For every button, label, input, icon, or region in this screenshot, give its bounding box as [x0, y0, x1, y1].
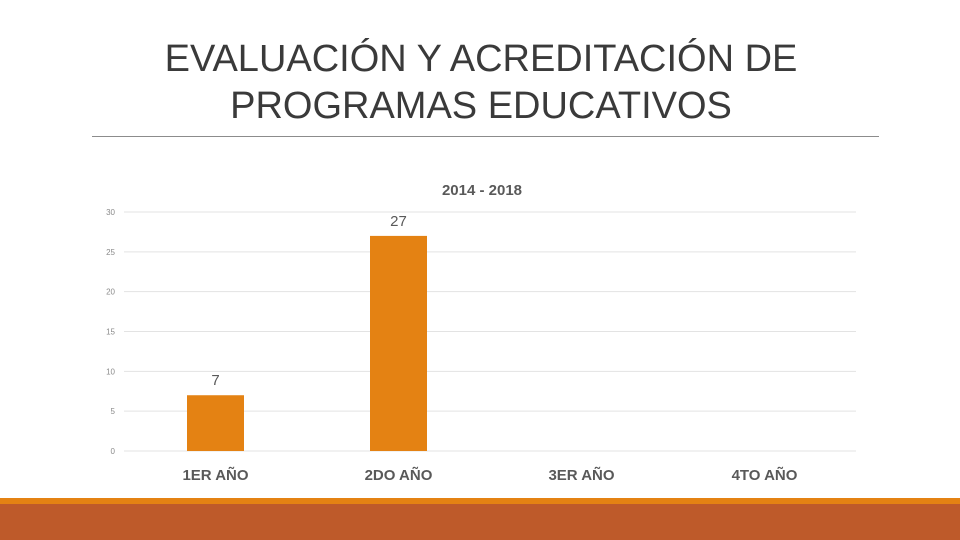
y-tick-label: 10 — [106, 367, 115, 376]
x-category-label: 3ER AÑO — [548, 466, 614, 484]
y-tick-label: 20 — [106, 288, 115, 297]
slide-title: EVALUACIÓN Y ACREDITACIÓN DE PROGRAMAS E… — [90, 36, 872, 130]
data-label: 7 — [211, 372, 219, 389]
x-category-label: 1ER AÑO — [182, 466, 248, 484]
bar-chart-svg: 2014 - 2018 0 5 10 15 20 25 30 7 1ER AÑO 27 2DO AÑO… — [106, 182, 856, 484]
chart-title: 2014 - 2018 — [442, 182, 522, 199]
footer-band-thin — [0, 498, 960, 504]
footer-band-thick — [0, 504, 960, 540]
y-tick-label: 25 — [106, 248, 115, 257]
x-category-label: 2DO AÑO — [365, 466, 433, 484]
x-category-label: 4TO AÑO — [732, 466, 798, 484]
bar-chart: 2014 - 2018 0 5 10 15 20 25 30 7 1ER AÑO 27 2DO AÑO… — [106, 182, 856, 484]
y-tick-label: 0 — [111, 447, 116, 456]
slide-title-line-2: PROGRAMAS EDUCATIVOS — [230, 85, 732, 127]
slide-title-line-1: EVALUACIÓN Y ACREDITACIÓN DE — [164, 38, 798, 80]
bar — [370, 235, 427, 451]
y-tick-label: 15 — [106, 328, 115, 337]
y-tick-label: 5 — [111, 407, 116, 416]
title-divider — [92, 136, 879, 137]
bar — [187, 395, 244, 451]
data-label: 27 — [390, 213, 407, 230]
y-tick-label: 30 — [106, 208, 115, 217]
